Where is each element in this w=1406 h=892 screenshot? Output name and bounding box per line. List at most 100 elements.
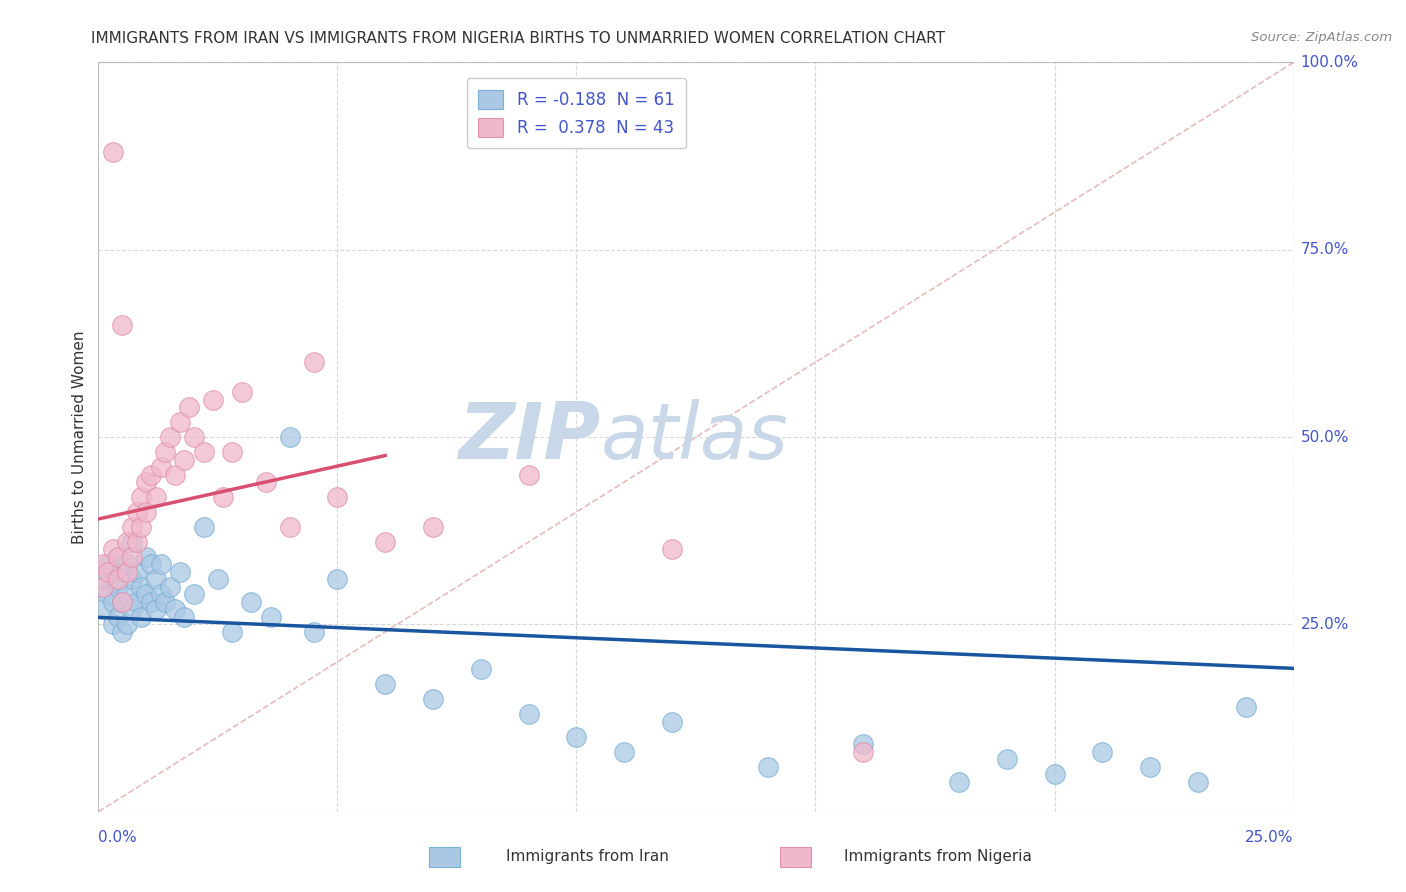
Point: [139, 595, 162, 609]
Point: [517, 467, 540, 482]
Point: [163, 467, 186, 482]
Point: [183, 430, 205, 444]
Point: [135, 587, 157, 601]
Point: [145, 602, 167, 616]
Point: [145, 490, 167, 504]
Point: [131, 580, 153, 594]
Text: IMMIGRANTS FROM IRAN VS IMMIGRANTS FROM NIGERIA BIRTHS TO UNMARRIED WOMEN CORREL: IMMIGRANTS FROM IRAN VS IMMIGRANTS FROM …: [91, 31, 945, 46]
Point: [207, 573, 229, 587]
Text: Immigrants from Iran: Immigrants from Iran: [506, 849, 669, 863]
Text: 100.0%: 100.0%: [1301, 55, 1358, 70]
Point: [149, 460, 172, 475]
Point: [374, 535, 396, 549]
Text: Source: ZipAtlas.com: Source: ZipAtlas.com: [1251, 31, 1392, 45]
Point: [565, 730, 588, 744]
Point: [111, 565, 134, 579]
Point: [111, 595, 134, 609]
Point: [470, 662, 492, 676]
Point: [202, 392, 225, 407]
Point: [231, 385, 253, 400]
Point: [101, 145, 124, 160]
Point: [135, 549, 157, 564]
Point: [159, 430, 181, 444]
Point: [756, 760, 779, 774]
Point: [169, 565, 191, 579]
Point: [125, 595, 148, 609]
Point: [517, 707, 540, 722]
Point: [121, 602, 143, 616]
Point: [179, 400, 201, 414]
Point: [278, 430, 301, 444]
Point: [326, 573, 349, 587]
Point: [131, 610, 153, 624]
Point: [254, 475, 277, 489]
Point: [135, 475, 157, 489]
Point: [111, 318, 134, 332]
Point: [121, 520, 143, 534]
Point: [422, 692, 444, 706]
Point: [121, 549, 143, 564]
Point: [101, 595, 124, 609]
Point: [155, 595, 177, 609]
Point: [101, 565, 124, 579]
Point: [107, 580, 129, 594]
Text: atlas: atlas: [600, 399, 789, 475]
Point: [115, 535, 138, 549]
Point: [852, 745, 875, 759]
Point: [91, 558, 114, 572]
Text: 75.0%: 75.0%: [1301, 243, 1348, 257]
Point: [139, 467, 162, 482]
Point: [107, 610, 129, 624]
Point: [125, 565, 148, 579]
Point: [101, 617, 124, 632]
Point: [135, 505, 157, 519]
Point: [948, 774, 970, 789]
Point: [101, 542, 124, 557]
Point: [111, 595, 134, 609]
Text: ZIP: ZIP: [458, 399, 600, 475]
Text: Immigrants from Nigeria: Immigrants from Nigeria: [844, 849, 1032, 863]
Point: [1091, 745, 1114, 759]
Point: [1187, 774, 1209, 789]
Point: [121, 573, 143, 587]
Point: [97, 587, 120, 601]
Point: [149, 558, 172, 572]
Point: [852, 737, 875, 751]
Point: [240, 595, 263, 609]
Point: [121, 535, 143, 549]
Point: [107, 573, 129, 587]
Point: [173, 452, 195, 467]
Point: [173, 610, 195, 624]
Point: [115, 617, 138, 632]
Point: [183, 587, 205, 601]
Point: [169, 415, 191, 429]
Point: [125, 535, 148, 549]
Point: [221, 624, 243, 639]
Point: [661, 542, 683, 557]
Text: 50.0%: 50.0%: [1301, 430, 1348, 444]
Point: [115, 565, 138, 579]
Point: [111, 624, 134, 639]
Point: [115, 587, 138, 601]
Text: 25.0%: 25.0%: [1246, 830, 1294, 846]
Point: [131, 520, 153, 534]
Point: [661, 714, 683, 729]
Point: [145, 573, 167, 587]
Point: [1234, 699, 1257, 714]
Text: 0.0%: 0.0%: [98, 830, 138, 846]
Point: [278, 520, 301, 534]
Point: [422, 520, 444, 534]
Point: [221, 445, 243, 459]
Point: [107, 549, 129, 564]
Point: [163, 602, 186, 616]
Point: [155, 445, 177, 459]
Point: [91, 602, 114, 616]
Point: [149, 587, 172, 601]
Point: [159, 580, 181, 594]
Point: [613, 745, 636, 759]
Legend: R = -0.188  N = 61, R =  0.378  N = 43: R = -0.188 N = 61, R = 0.378 N = 43: [467, 78, 686, 148]
Point: [211, 490, 233, 504]
Point: [995, 752, 1018, 766]
Point: [259, 610, 281, 624]
Point: [91, 580, 114, 594]
